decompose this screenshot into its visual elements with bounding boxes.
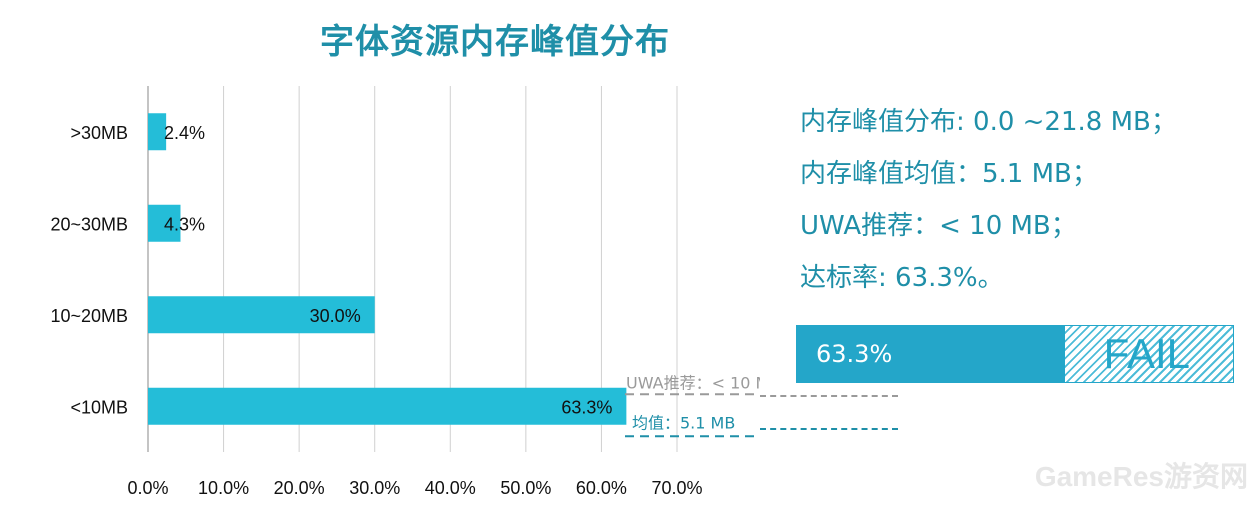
bar bbox=[148, 387, 627, 425]
stat-peak-range: 内存峰值分布: 0.0 ~21.8 MB； bbox=[800, 107, 1177, 137]
bar bbox=[148, 296, 375, 334]
x-tick-label: 70.0% bbox=[651, 478, 702, 498]
x-tick-label: 10.0% bbox=[198, 478, 249, 498]
reference-line-extension bbox=[760, 395, 898, 397]
reference-label: 均值：5.1 MB bbox=[632, 413, 735, 432]
stats-panel: 内存峰值分布: 0.0 ~21.8 MB； 内存峰值均值：5.1 MB； UWA… bbox=[800, 96, 1177, 304]
category-label: >30MB bbox=[70, 123, 128, 143]
bar bbox=[148, 204, 181, 242]
bar-chart: 0.0% 10.0% 20.0% 30.0% 40.0% 50.0% 60.0% 70.0% >… bbox=[50, 86, 760, 498]
reference-line-extension bbox=[760, 428, 898, 430]
stat-recommended: UWA推荐：< 10 MB； bbox=[800, 211, 1077, 241]
x-tick-label: 60.0% bbox=[576, 478, 627, 498]
data-label: 4.3% bbox=[164, 214, 205, 234]
x-tick-label: 40.0% bbox=[425, 478, 476, 498]
pass-rate-fill bbox=[796, 325, 1064, 383]
fail-hatch bbox=[1064, 325, 1234, 383]
pass-rate-label: 63.3% bbox=[816, 340, 893, 368]
stat-peak-mean: 内存峰值均值：5.1 MB； bbox=[800, 159, 1098, 189]
x-tick-label: 30.0% bbox=[349, 478, 400, 498]
category-label: <10MB bbox=[70, 397, 128, 417]
chart-title: 字体资源内存峰值分布 bbox=[320, 22, 670, 62]
reference-label: UWA推荐：< 10 MB bbox=[626, 373, 760, 392]
pass-rate-bar: 63.3% FAIL bbox=[796, 325, 1234, 383]
x-tick-label: 20.0% bbox=[274, 478, 325, 498]
result-label: FAIL bbox=[1103, 330, 1190, 377]
category-label: 10~20MB bbox=[50, 306, 128, 326]
data-label: 30.0% bbox=[310, 306, 361, 326]
bar bbox=[148, 113, 167, 151]
data-label: 2.4% bbox=[164, 123, 205, 143]
category-label: 20~30MB bbox=[50, 214, 128, 234]
watermark-logo: GameRes游资网 bbox=[1034, 461, 1248, 492]
x-tick-label: 50.0% bbox=[500, 478, 551, 498]
data-label: 63.3% bbox=[561, 397, 612, 417]
stat-pass-rate: 达标率: 63.3%。 bbox=[800, 263, 1004, 293]
x-tick-label: 0.0% bbox=[127, 478, 168, 498]
